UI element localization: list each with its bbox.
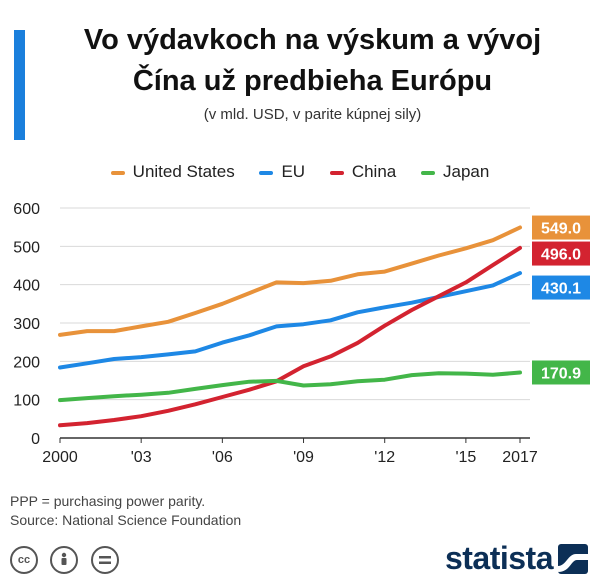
legend-item-eu: EU bbox=[259, 162, 305, 182]
series-lines bbox=[58, 225, 522, 428]
no-derivatives-icon[interactable] bbox=[90, 546, 119, 574]
end-label-text: 170.9 bbox=[541, 365, 581, 382]
legend-label-united-states: United States bbox=[132, 162, 235, 181]
legend-item-japan: Japan bbox=[420, 162, 490, 182]
series-line-japan bbox=[58, 370, 522, 403]
end-label-eu: 430.1 bbox=[532, 275, 590, 300]
series-line-eu bbox=[58, 271, 522, 370]
x-tick-label: '09 bbox=[293, 449, 314, 466]
end-label-box bbox=[532, 275, 590, 300]
series-line-china bbox=[58, 245, 522, 428]
x-tick-label: 2000 bbox=[42, 449, 78, 466]
y-tick-label: 200 bbox=[13, 354, 40, 371]
end-label-box bbox=[532, 360, 590, 385]
end-label-china: 496.0 bbox=[532, 241, 590, 266]
license-icons: cc bbox=[10, 546, 127, 574]
legend: United States EU China Japan bbox=[0, 162, 600, 182]
statista-logo[interactable]: statista bbox=[445, 540, 588, 576]
y-tick-label: 0 bbox=[31, 431, 40, 448]
legend-swatch-united-states bbox=[110, 170, 125, 175]
x-tick-label: 2017 bbox=[502, 449, 538, 466]
end-label-japan: 170.9 bbox=[532, 360, 590, 385]
accent-bar bbox=[14, 30, 25, 140]
legend-label-china: China bbox=[351, 162, 397, 181]
x-tick-label: '03 bbox=[131, 449, 152, 466]
legend-swatch-china bbox=[329, 170, 344, 175]
chart-subtitle: (v mld. USD, v parite kúpnej sily) bbox=[203, 106, 422, 123]
source-note: Source: National Science Foundation bbox=[10, 512, 242, 528]
title-line-1: Vo výdavkoch na výskum a vývoj bbox=[83, 24, 542, 56]
x-tick-label: '15 bbox=[455, 449, 476, 466]
legend-item-china: China bbox=[329, 162, 397, 182]
legend-swatch-japan bbox=[420, 170, 435, 175]
brand-name: statista bbox=[444, 540, 554, 576]
y-tick-label: 500 bbox=[13, 239, 40, 256]
y-tick-label: 300 bbox=[13, 316, 40, 333]
end-label-text: 549.0 bbox=[541, 221, 581, 238]
end-label-united-states: 549.0 bbox=[532, 215, 590, 240]
chart-title: Vo výdavkoch na výskum a vývoj Čína už p… bbox=[40, 20, 585, 102]
legend-label-eu: EU bbox=[281, 162, 306, 181]
y-tick-label: 100 bbox=[13, 393, 40, 410]
legend-swatch-eu bbox=[259, 170, 274, 175]
x-tick-label: '12 bbox=[374, 449, 395, 466]
end-labels: 549.0 496.0 430.1 170.9 bbox=[532, 215, 590, 385]
series-line-united-states bbox=[58, 225, 522, 337]
title-line-2: Čína už predbieha Európu bbox=[132, 65, 493, 97]
end-label-box bbox=[532, 241, 590, 266]
end-label-text: 430.1 bbox=[541, 281, 581, 298]
end-label-text: 496.0 bbox=[541, 247, 581, 264]
legend-label-japan: Japan bbox=[442, 162, 490, 181]
x-tick-label: '06 bbox=[212, 449, 233, 466]
axis-labels: 0 100 200 300 400 500 600 2000 '03 '06 '09 '12 '15 20… bbox=[13, 201, 538, 466]
legend-item-united-states: United States bbox=[110, 162, 235, 182]
cc-icon[interactable]: cc bbox=[10, 546, 38, 574]
y-tick-label: 600 bbox=[13, 201, 40, 218]
footnote-ppp: PPP = purchasing power parity. bbox=[10, 493, 206, 509]
line-chart: 0 100 200 300 400 500 600 2000 '03 '06 '09 '12 '15 20… bbox=[13, 201, 590, 466]
attribution-icon[interactable] bbox=[50, 546, 79, 574]
end-label-box bbox=[532, 215, 590, 240]
statista-mark-icon bbox=[558, 543, 588, 574]
y-tick-label: 400 bbox=[13, 278, 40, 295]
